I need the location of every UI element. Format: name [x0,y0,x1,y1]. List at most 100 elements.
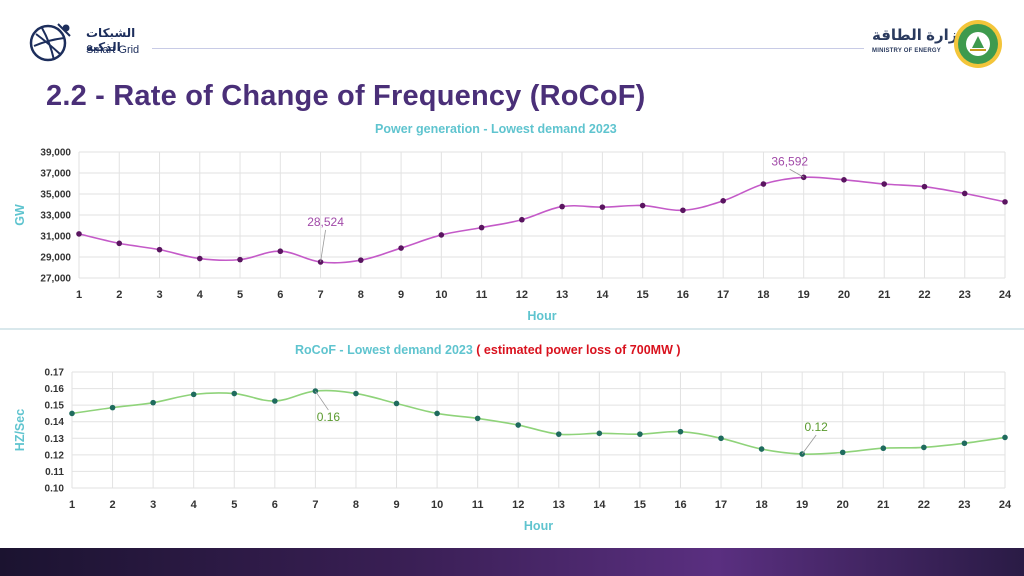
power-y-tick-label: 27,000 [40,274,71,285]
rocof-x-tick-label: 12 [512,499,524,511]
rocof-x-tick-label: 4 [191,499,198,511]
rocof-data-point [596,430,603,437]
rocof-data-point [758,446,765,452]
rocof-data-point [921,444,927,451]
rocof-data-point [150,399,156,406]
power-data-point [196,255,203,262]
power-data-point [519,216,525,223]
power-data-point [156,246,163,253]
power-annotation-leader [789,168,804,178]
power-data-label: 36,592 [771,154,808,168]
rocof-data-point [231,390,238,397]
power-y-axis-label: GW [13,204,27,226]
power-x-tick-label: 15 [637,289,649,301]
rocof-chart: 0.100.110.120.130.140.150.160.171 2 3 4 5 6 7 8… [13,368,1012,534]
rocof-y-tick-label: 0.16 [45,384,65,395]
rocof-x-tick-label: 23 [958,499,970,511]
rocof-x-tick-label: 8 [353,499,359,511]
ministry-of-energy-logo: وزارة الطاقة MINISTRY OF ENERGY [870,14,1010,74]
section-divider [0,328,1024,330]
ministry-english-text: MINISTRY OF ENERGY [872,48,941,54]
power-data-point [277,248,284,255]
rocof-x-tick-label: 20 [837,499,849,511]
rocof-x-tick-label: 13 [553,499,565,511]
rocof-annotation-leader [315,390,329,411]
ministry-arabic-text: وزارة الطاقة [872,27,967,44]
power-y-tick-label: 35,000 [40,190,71,201]
power-x-tick-label: 22 [918,289,930,301]
power-data-label: 28,524 [307,215,344,229]
rocof-annotation-leader [801,434,817,455]
rocof-data-point [353,390,359,397]
power-y-tick-label: 33,000 [40,211,71,222]
rocof-data-point [69,410,75,417]
power-x-tick-label: 19 [798,289,810,301]
rocof-y-tick-label: 0.13 [45,434,65,445]
power-x-tick-label: 1 [76,289,82,301]
rocof-chart-title-main: RoCoF - Lowest demand 2023 [295,343,473,357]
rocof-data-point [272,398,278,404]
power-plot: 27,000 29,000 31,000 33,000 35,000 37,000 39,0… [13,148,1012,324]
smart-grid-logo: الشبكات الذكية Smart Grid [28,18,158,68]
rocof-data-point [637,431,643,437]
rocof-data-point [474,415,481,422]
power-data-point [116,240,123,247]
rocof-data-point [677,428,684,435]
power-x-tick-label: 9 [398,289,404,301]
power-data-point [961,190,968,197]
rocof-x-tick-label: 15 [634,499,646,511]
rocof-x-tick-label: 7 [312,499,318,511]
power-data-point [599,204,606,210]
rocof-data-point [190,391,197,398]
rocof-chart-title: RoCoF - Lowest demand 2023 ( estimated p… [295,343,681,357]
rocof-data-point [1002,434,1008,441]
rocof-x-tick-label: 1 [69,499,75,511]
power-data-point [478,224,485,231]
rocof-x-tick-label: 17 [715,499,727,511]
rocof-x-axis-label: Hour [524,519,553,533]
power-x-tick-label: 17 [717,289,729,301]
power-data-point [398,245,404,251]
power-x-tick-label: 2 [116,289,122,301]
rocof-series-line [71,389,1006,455]
rocof-x-tick-label: 10 [431,499,443,511]
rocof-x-tick-label: 21 [877,499,889,511]
rocof-x-tick-label: 5 [231,499,237,511]
power-data-point [881,181,888,187]
rocof-data-point [961,440,968,447]
power-x-tick-label: 20 [838,289,850,301]
ministry-emblem-icon [954,20,1002,68]
rocof-x-tick-label: 6 [272,499,278,511]
power-data-point [921,183,928,190]
power-x-tick-label: 10 [435,289,447,301]
rocof-data-point [839,449,846,456]
rocof-data-point [880,445,887,452]
rocof-data-point [515,422,522,428]
power-data-point [639,202,646,209]
power-x-tick-label: 5 [237,289,243,301]
rocof-data-point [434,410,440,417]
rocof-x-tick-label: 14 [593,499,606,511]
rocof-y-tick-label: 0.17 [45,368,65,379]
power-x-tick-label: 14 [596,289,609,301]
power-x-tick-label: 18 [757,289,769,301]
power-y-tick-label: 29,000 [40,253,71,264]
rocof-data-point [555,431,562,437]
power-x-tick-label: 8 [358,289,364,301]
power-data-point [1002,199,1008,205]
rocof-y-tick-label: 0.14 [45,417,65,428]
rocof-x-tick-label: 16 [674,499,686,511]
power-y-tick-label: 31,000 [40,232,71,243]
rocof-x-tick-label: 2 [110,499,116,511]
power-x-tick-label: 4 [197,289,204,301]
power-x-tick-label: 12 [516,289,528,301]
power-y-tick-label: 37,000 [40,169,71,180]
power-x-tick-label: 6 [277,289,283,301]
power-x-axis-label: Hour [527,309,556,323]
rocof-y-axis-label: HZ/Sec [13,409,27,451]
rocof-data-point [393,400,400,407]
rocof-x-tick-label: 24 [999,499,1012,511]
power-generation-chart: 27,000 29,000 31,000 33,000 35,000 37,000 39,0… [13,148,1012,324]
power-x-tick-label: 7 [318,289,324,301]
power-series-line [78,176,1006,264]
